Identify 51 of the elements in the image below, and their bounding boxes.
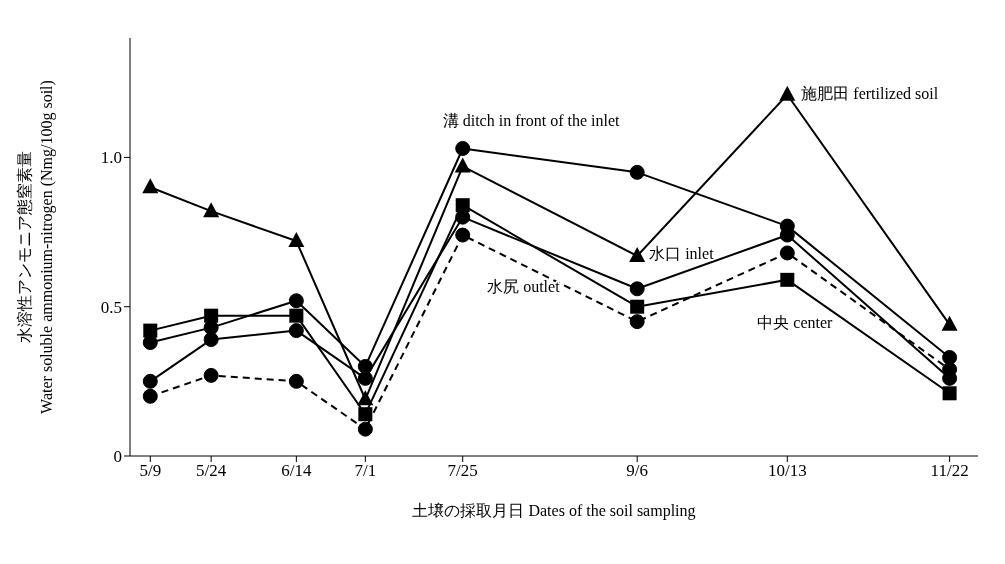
x-tick-label: 9/6 bbox=[626, 461, 649, 481]
point bbox=[779, 85, 796, 101]
x-tick-label: 11/22 bbox=[930, 461, 969, 481]
point bbox=[289, 308, 304, 323]
point bbox=[357, 370, 373, 386]
point bbox=[454, 157, 471, 173]
x-tick-label: 5/24 bbox=[196, 461, 227, 481]
point bbox=[629, 281, 645, 297]
x-tick-label: 6/14 bbox=[281, 461, 312, 481]
point bbox=[204, 308, 219, 323]
series-label: 溝 ditch in front of the inlet bbox=[442, 112, 621, 130]
point bbox=[455, 140, 471, 156]
point bbox=[203, 367, 219, 383]
point bbox=[142, 373, 158, 389]
point bbox=[941, 315, 958, 331]
point bbox=[779, 245, 795, 261]
point bbox=[288, 373, 304, 389]
x-tick-label: 5/9 bbox=[139, 461, 162, 481]
point bbox=[630, 299, 645, 314]
y-tick-label: 1.0 bbox=[100, 148, 122, 168]
point bbox=[629, 246, 646, 262]
point bbox=[288, 232, 305, 248]
point bbox=[143, 323, 158, 338]
point bbox=[357, 421, 373, 437]
point bbox=[780, 272, 795, 287]
point bbox=[358, 407, 373, 422]
series-label: 水口 inlet bbox=[649, 244, 715, 262]
point bbox=[288, 323, 304, 339]
x-tick-label: 10/13 bbox=[767, 461, 807, 481]
point bbox=[142, 388, 158, 404]
point bbox=[942, 386, 957, 401]
y-tick-label: 0 bbox=[113, 447, 122, 467]
series-label: 施肥田 fertilized soil bbox=[801, 84, 939, 102]
y-tick-label: 0.5 bbox=[100, 297, 122, 317]
x-tick-label: 7/25 bbox=[447, 461, 478, 481]
x-axis-title: 土壌の採取月日 Dates of the soil sampling bbox=[412, 502, 696, 520]
y-axis-title: 水溶性アンモニア態窒素量 Water soluble ammonium-nitrogen (Nmg/100g soil) bbox=[16, 80, 56, 414]
point bbox=[203, 332, 219, 348]
point bbox=[629, 164, 645, 180]
point bbox=[357, 358, 373, 374]
point bbox=[455, 227, 471, 243]
point bbox=[142, 178, 159, 194]
series-label: 中央 center bbox=[757, 313, 834, 331]
point bbox=[455, 198, 470, 213]
x-tick-label: 7/1 bbox=[354, 461, 377, 481]
point bbox=[942, 349, 958, 365]
point bbox=[288, 293, 304, 309]
point bbox=[629, 314, 645, 330]
point bbox=[357, 390, 374, 406]
point bbox=[203, 202, 220, 218]
series-label: 水尻 outlet bbox=[487, 277, 561, 295]
